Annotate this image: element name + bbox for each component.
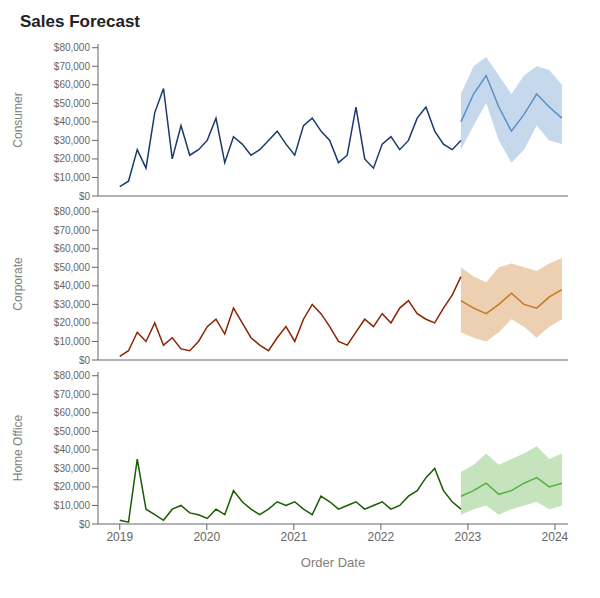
svg-text:$70,000: $70,000	[54, 61, 91, 72]
svg-text:2020: 2020	[193, 530, 220, 544]
svg-text:$20,000: $20,000	[54, 317, 91, 328]
svg-text:Consumer: Consumer	[11, 92, 25, 147]
svg-text:$80,000: $80,000	[54, 370, 91, 381]
svg-text:$40,000: $40,000	[54, 280, 91, 291]
svg-text:$20,000: $20,000	[54, 153, 91, 164]
svg-text:$80,000: $80,000	[54, 206, 91, 217]
svg-text:2023: 2023	[455, 530, 482, 544]
svg-text:$50,000: $50,000	[54, 98, 91, 109]
svg-text:$30,000: $30,000	[54, 299, 91, 310]
svg-text:Corporate: Corporate	[11, 257, 25, 311]
svg-text:2021: 2021	[280, 530, 307, 544]
svg-text:$80,000: $80,000	[54, 42, 91, 53]
svg-text:$30,000: $30,000	[54, 135, 91, 146]
svg-text:$60,000: $60,000	[54, 79, 91, 90]
svg-text:2019: 2019	[106, 530, 133, 544]
svg-text:Order Date: Order Date	[301, 555, 365, 569]
svg-text:$40,000: $40,000	[54, 444, 91, 455]
svg-text:Home Office: Home Office	[11, 414, 25, 481]
svg-text:$30,000: $30,000	[54, 463, 91, 474]
svg-text:$0: $0	[79, 191, 91, 200]
svg-text:$0: $0	[79, 519, 91, 530]
svg-text:$50,000: $50,000	[54, 262, 91, 273]
svg-text:$50,000: $50,000	[54, 426, 91, 437]
svg-text:2024: 2024	[542, 530, 569, 544]
svg-text:$60,000: $60,000	[54, 407, 91, 418]
svg-text:$20,000: $20,000	[54, 481, 91, 492]
svg-text:2022: 2022	[368, 530, 395, 544]
svg-text:$70,000: $70,000	[54, 225, 91, 236]
svg-text:$0: $0	[79, 355, 91, 364]
svg-text:$60,000: $60,000	[54, 243, 91, 254]
svg-text:$10,000: $10,000	[54, 500, 91, 511]
svg-text:$10,000: $10,000	[54, 336, 91, 347]
svg-text:$40,000: $40,000	[54, 116, 91, 127]
html-text:Sales Forecast: Sales Forecast	[20, 12, 140, 31]
svg-text:$70,000: $70,000	[54, 389, 91, 400]
svg-text:$10,000: $10,000	[54, 172, 91, 183]
